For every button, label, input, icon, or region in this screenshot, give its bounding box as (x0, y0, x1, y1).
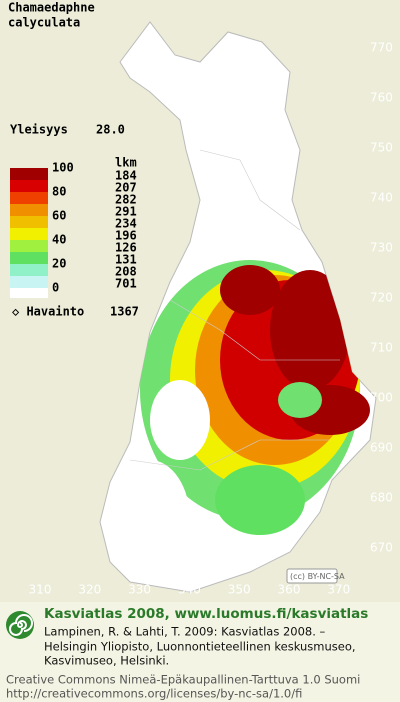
northing-label: 680 (370, 491, 393, 505)
citation: Helsingin Yliopisto, Luonnontieteellinen… (44, 640, 356, 654)
easting-label: 330 (128, 583, 151, 597)
legend-swatch (10, 276, 48, 288)
observation-label: ◇ Havainto (12, 305, 84, 319)
legend-count: 208 (115, 265, 137, 279)
legend-swatch (10, 228, 48, 240)
citation: Kasvimuseo, Helsinki. (44, 654, 169, 668)
legend-percent: 80 (52, 185, 66, 199)
legend-count: 207 (115, 181, 137, 195)
easting-label: 340 (178, 583, 201, 597)
legend-swatch (10, 180, 48, 192)
northing-label: 720 (370, 291, 393, 305)
count-header: lkm (115, 156, 137, 170)
legend-swatch (10, 240, 48, 252)
legend-count: 131 (115, 253, 137, 267)
northing-label: 670 (370, 541, 393, 555)
easting-label: 310 (29, 583, 52, 597)
license: http://creativecommons.org/licenses/by-n… (6, 687, 302, 701)
observation-count: 1367 (110, 305, 139, 319)
easting-label: 360 (278, 583, 301, 597)
legend-percent: 0 (52, 281, 59, 295)
legend-swatch (10, 168, 48, 180)
legend-swatch (10, 204, 48, 216)
legend-count: 291 (115, 205, 137, 219)
heat-layer (110, 260, 370, 580)
legend-swatch (10, 264, 48, 276)
site-title: Kasviatlas 2008, www.luomus.fi/kasviatla… (44, 606, 368, 622)
axes: 770 760 750 740 730 720 710 700 690 680 670 310 320 3… (29, 41, 393, 597)
easting-label: 320 (78, 583, 101, 597)
borders (129, 149, 340, 471)
legend-swatch (10, 288, 48, 298)
license-badge-text: (cc) BY-NC-SA (290, 572, 345, 581)
legend-count: 701 (115, 277, 137, 291)
legend-count: 196 (115, 229, 137, 243)
legend-swatch (10, 192, 48, 204)
northing-label: 770 (370, 41, 393, 55)
northing-label: 710 (370, 341, 393, 355)
legend-count: 234 (115, 217, 137, 231)
easting-label: 350 (228, 583, 251, 597)
legend-swatch (10, 216, 48, 228)
legend-percent: 60 (52, 209, 66, 223)
northing-label: 760 (370, 91, 393, 105)
license-badge (286, 568, 338, 584)
northing-label: 750 (370, 141, 393, 155)
northing-label: 690 (370, 441, 393, 455)
logo (6, 611, 34, 639)
legend-count: 184 (115, 169, 137, 183)
legend-percent: 40 (52, 233, 66, 247)
legend-percent: 20 (52, 257, 66, 271)
species-name: Chamaedaphne (8, 1, 95, 15)
logo-spiral (9, 614, 33, 636)
northing-label: 730 (370, 241, 393, 255)
citation: Lampinen, R. & Lahti, T. 2009: Kasviatla… (44, 625, 326, 639)
northing-label: 740 (370, 191, 393, 205)
license: Creative Commons Nimeä-Epäkaupallinen-Ta… (6, 673, 360, 687)
frequency-label: Yleisyys (10, 123, 68, 137)
frequency-value: 28.0 (96, 123, 125, 137)
legend-percent: 100 (52, 161, 74, 175)
species-name: calyculata (8, 16, 80, 30)
legend-swatch (10, 252, 48, 264)
easting-label: 370 (327, 583, 350, 597)
northing-label: 700 (370, 391, 393, 405)
legend-count: 126 (115, 241, 137, 255)
legend-count: 282 (115, 193, 137, 207)
